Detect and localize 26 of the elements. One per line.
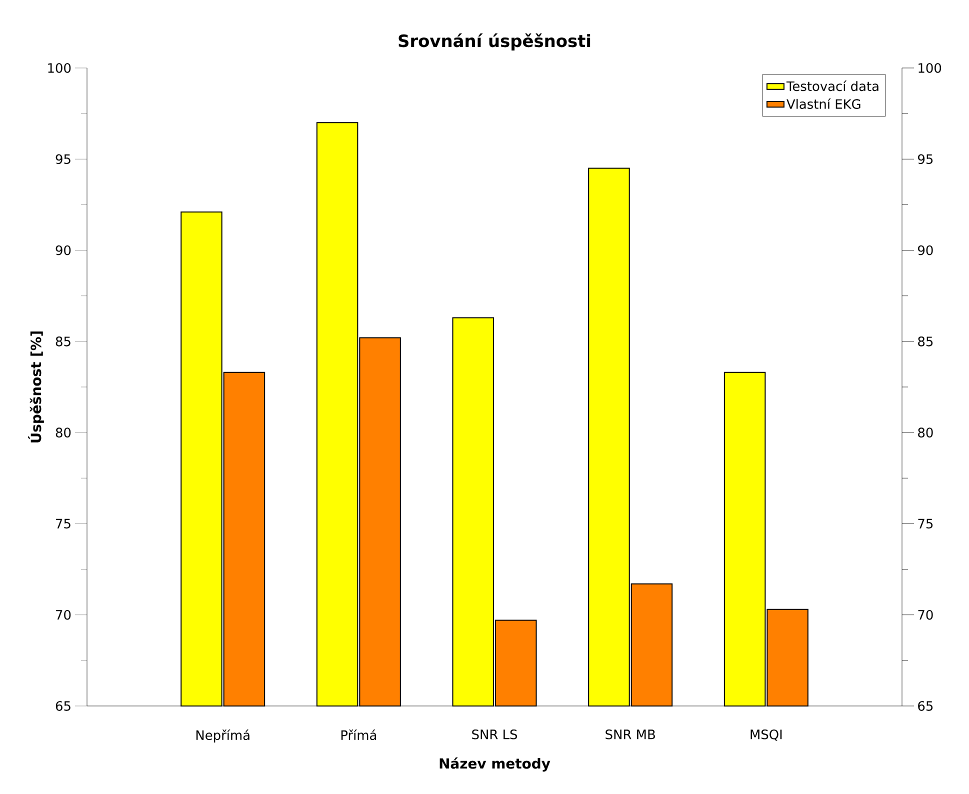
y-tick-label: 65 [56, 701, 70, 711]
y2-tick-label: 65 [918, 701, 933, 711]
x-tick-label: Nepřímá [196, 730, 250, 743]
y2-tick-label: 75 [918, 518, 933, 529]
legend-label: Testovací data [786, 80, 878, 92]
x-tick-label: SNR LS [472, 730, 518, 740]
y-axis-title: Úspěšnost [%] [28, 331, 44, 442]
chart-title: Srovnání úspěšnosti [398, 33, 590, 50]
y-tick-label: 90 [56, 245, 71, 256]
y-tick-label: 70 [56, 610, 71, 620]
y2-tick-label: 95 [918, 154, 933, 164]
y-tick-label: 100 [48, 63, 71, 73]
y2-tick-label: 85 [918, 336, 933, 346]
legend-label: Vlastní EKG [786, 98, 860, 109]
y-tick-label: 95 [56, 154, 70, 164]
x-tick-label: MSQI [750, 730, 782, 741]
y-tick-label: 85 [56, 336, 70, 346]
x-tick-label: SNR MB [606, 730, 655, 740]
y-tick-label: 80 [56, 428, 71, 438]
y-tick-label: 75 [56, 518, 70, 529]
x-tick-label: Přímá [341, 730, 376, 740]
y2-tick-label: 100 [918, 63, 942, 73]
x-axis-title: Název metody [440, 757, 550, 772]
y2-tick-label: 70 [918, 610, 933, 620]
y2-tick-label: 90 [918, 245, 933, 256]
y2-tick-label: 80 [918, 428, 933, 438]
